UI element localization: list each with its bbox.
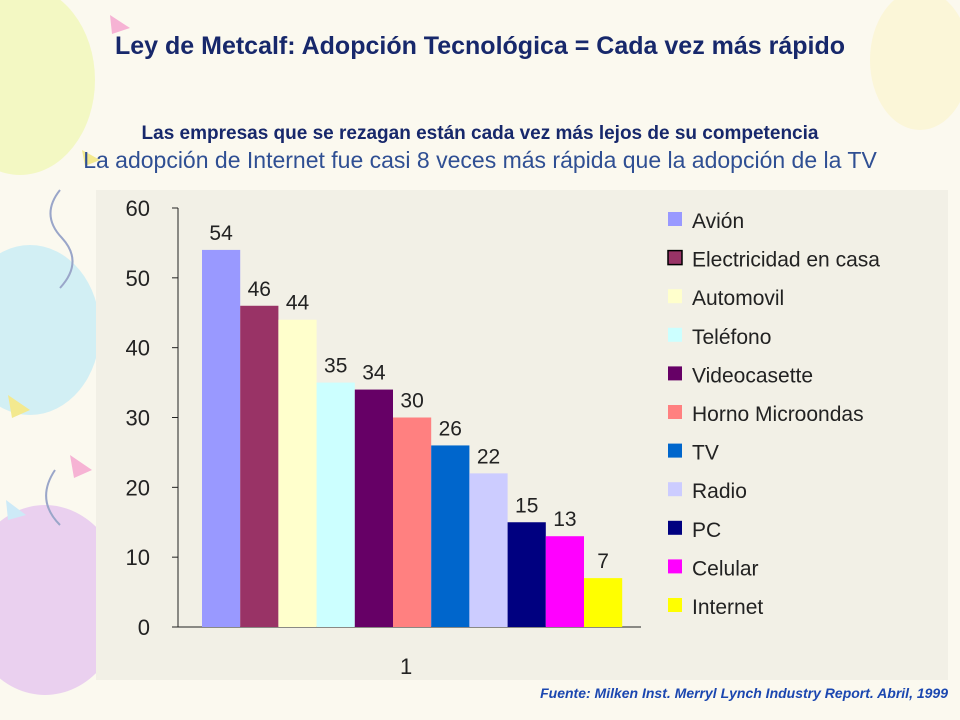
bar-9: [507, 522, 546, 627]
legend-label: PC: [692, 519, 721, 542]
legend-label: Avión: [692, 210, 744, 233]
data-label: 26: [439, 417, 462, 440]
legend-label: TV: [692, 442, 719, 465]
bar-8: [469, 473, 508, 627]
legend-label: Teléfono: [692, 326, 771, 349]
data-label: 7: [597, 550, 609, 573]
legend-label: Celular: [692, 557, 759, 580]
y-tick-label: 30: [126, 406, 150, 431]
legend-label: Radio: [692, 480, 747, 503]
y-tick-label: 0: [138, 615, 150, 640]
legend-swatch: [668, 212, 682, 226]
y-tick-label: 60: [126, 196, 150, 221]
data-label: 34: [362, 362, 386, 385]
bar-11: [584, 578, 623, 627]
data-label: 44: [286, 292, 310, 315]
source-note: Fuente: Milken Inst. Merryl Lynch Indust…: [540, 685, 948, 701]
legend-swatch: [668, 482, 682, 497]
slide-subtitle: Las empresas que se rezagan están cada v…: [141, 123, 819, 144]
bar-3: [278, 319, 317, 627]
legend-swatch: [668, 559, 682, 574]
data-label: 22: [477, 445, 500, 468]
data-label: 13: [553, 508, 576, 531]
adoption-bar-chart: 0 10 20 30 40 50 60 54 46 44 35 34 30 26 22 15 13 7 1 Avión…: [96, 190, 948, 680]
data-label: 30: [400, 390, 423, 413]
legend-swatch: [668, 366, 682, 381]
legend-label: Videocasette: [692, 364, 813, 387]
legend-swatch: [668, 327, 682, 342]
data-label: 46: [248, 278, 271, 301]
legend-label: Internet: [692, 596, 763, 619]
y-tick-label: 40: [126, 336, 150, 361]
bar-7: [431, 445, 470, 627]
bar-10: [545, 536, 584, 627]
slide-headline: La adopción de Internet fue casi 8 veces…: [83, 147, 877, 173]
bar-5: [354, 389, 393, 627]
y-tick-label: 50: [126, 266, 150, 291]
legend-swatch: [667, 249, 683, 266]
bar-6: [393, 417, 432, 627]
bar-4: [316, 382, 355, 627]
slide-title: Ley de Metcalf: Adopción Tecnológica = C…: [114, 32, 846, 60]
bar-1: [202, 249, 241, 627]
data-label: 15: [515, 494, 538, 517]
legend-label: Automovil: [692, 287, 784, 310]
x-category-label: 1: [400, 654, 412, 679]
legend-swatch: [668, 405, 682, 419]
legend-swatch: [668, 520, 682, 535]
legend-swatch: [668, 598, 682, 612]
legend-label: Electricidad en casa: [692, 249, 880, 272]
y-tick-label: 10: [126, 545, 150, 570]
y-tick-label: 20: [126, 475, 150, 500]
data-label: 35: [324, 355, 347, 378]
legend-swatch: [668, 289, 682, 304]
bar-2: [240, 305, 279, 627]
data-label: 54: [209, 222, 233, 245]
legend-label: Horno Microondas: [692, 403, 864, 426]
legend-swatch: [668, 443, 682, 458]
